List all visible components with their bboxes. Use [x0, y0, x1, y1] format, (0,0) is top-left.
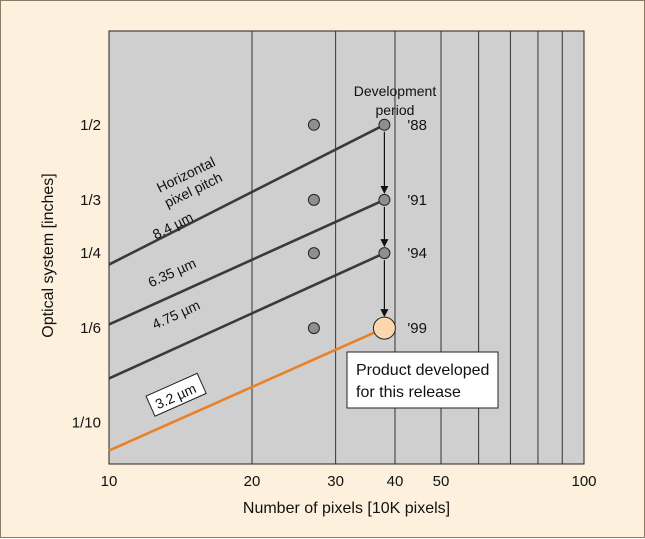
highlight-point [372, 316, 396, 340]
x-tick-label: 100 [571, 473, 596, 490]
series-line [108, 251, 385, 380]
y-axis-title: Optical system [inches] [40, 173, 57, 338]
data-point [378, 118, 391, 131]
y-tick-label: 1/6 [80, 320, 101, 337]
data-point [307, 247, 320, 260]
year-label: '99 [407, 320, 427, 337]
data-point [307, 193, 320, 206]
y-tick-label: 1/4 [80, 245, 101, 262]
series-line [108, 326, 385, 452]
x-axis-title: Number of pixels [10K pixels] [243, 500, 450, 517]
year-label: '91 [407, 192, 427, 209]
series-line [108, 198, 385, 326]
x-tick-label: 10 [101, 473, 118, 490]
x-tick-label: 40 [387, 473, 404, 490]
series-line [108, 123, 385, 266]
year-label: '88 [407, 117, 427, 134]
callout-box [346, 351, 499, 409]
label-3-2-box [145, 372, 207, 417]
x-tick-label: 50 [433, 473, 450, 490]
data-point [307, 322, 320, 335]
data-point [378, 247, 391, 260]
y-tick-label: 1/10 [72, 415, 101, 432]
year-label: '94 [407, 245, 427, 262]
development-period-label: Development period [354, 83, 437, 118]
y-tick-label: 1/2 [80, 117, 101, 134]
x-tick-label: 20 [244, 473, 261, 490]
data-point [378, 193, 391, 206]
x-tick-label: 30 [327, 473, 344, 490]
data-point [307, 118, 320, 131]
callout-text: Product developed for this release [356, 362, 489, 401]
y-tick-label: 1/3 [80, 192, 101, 209]
